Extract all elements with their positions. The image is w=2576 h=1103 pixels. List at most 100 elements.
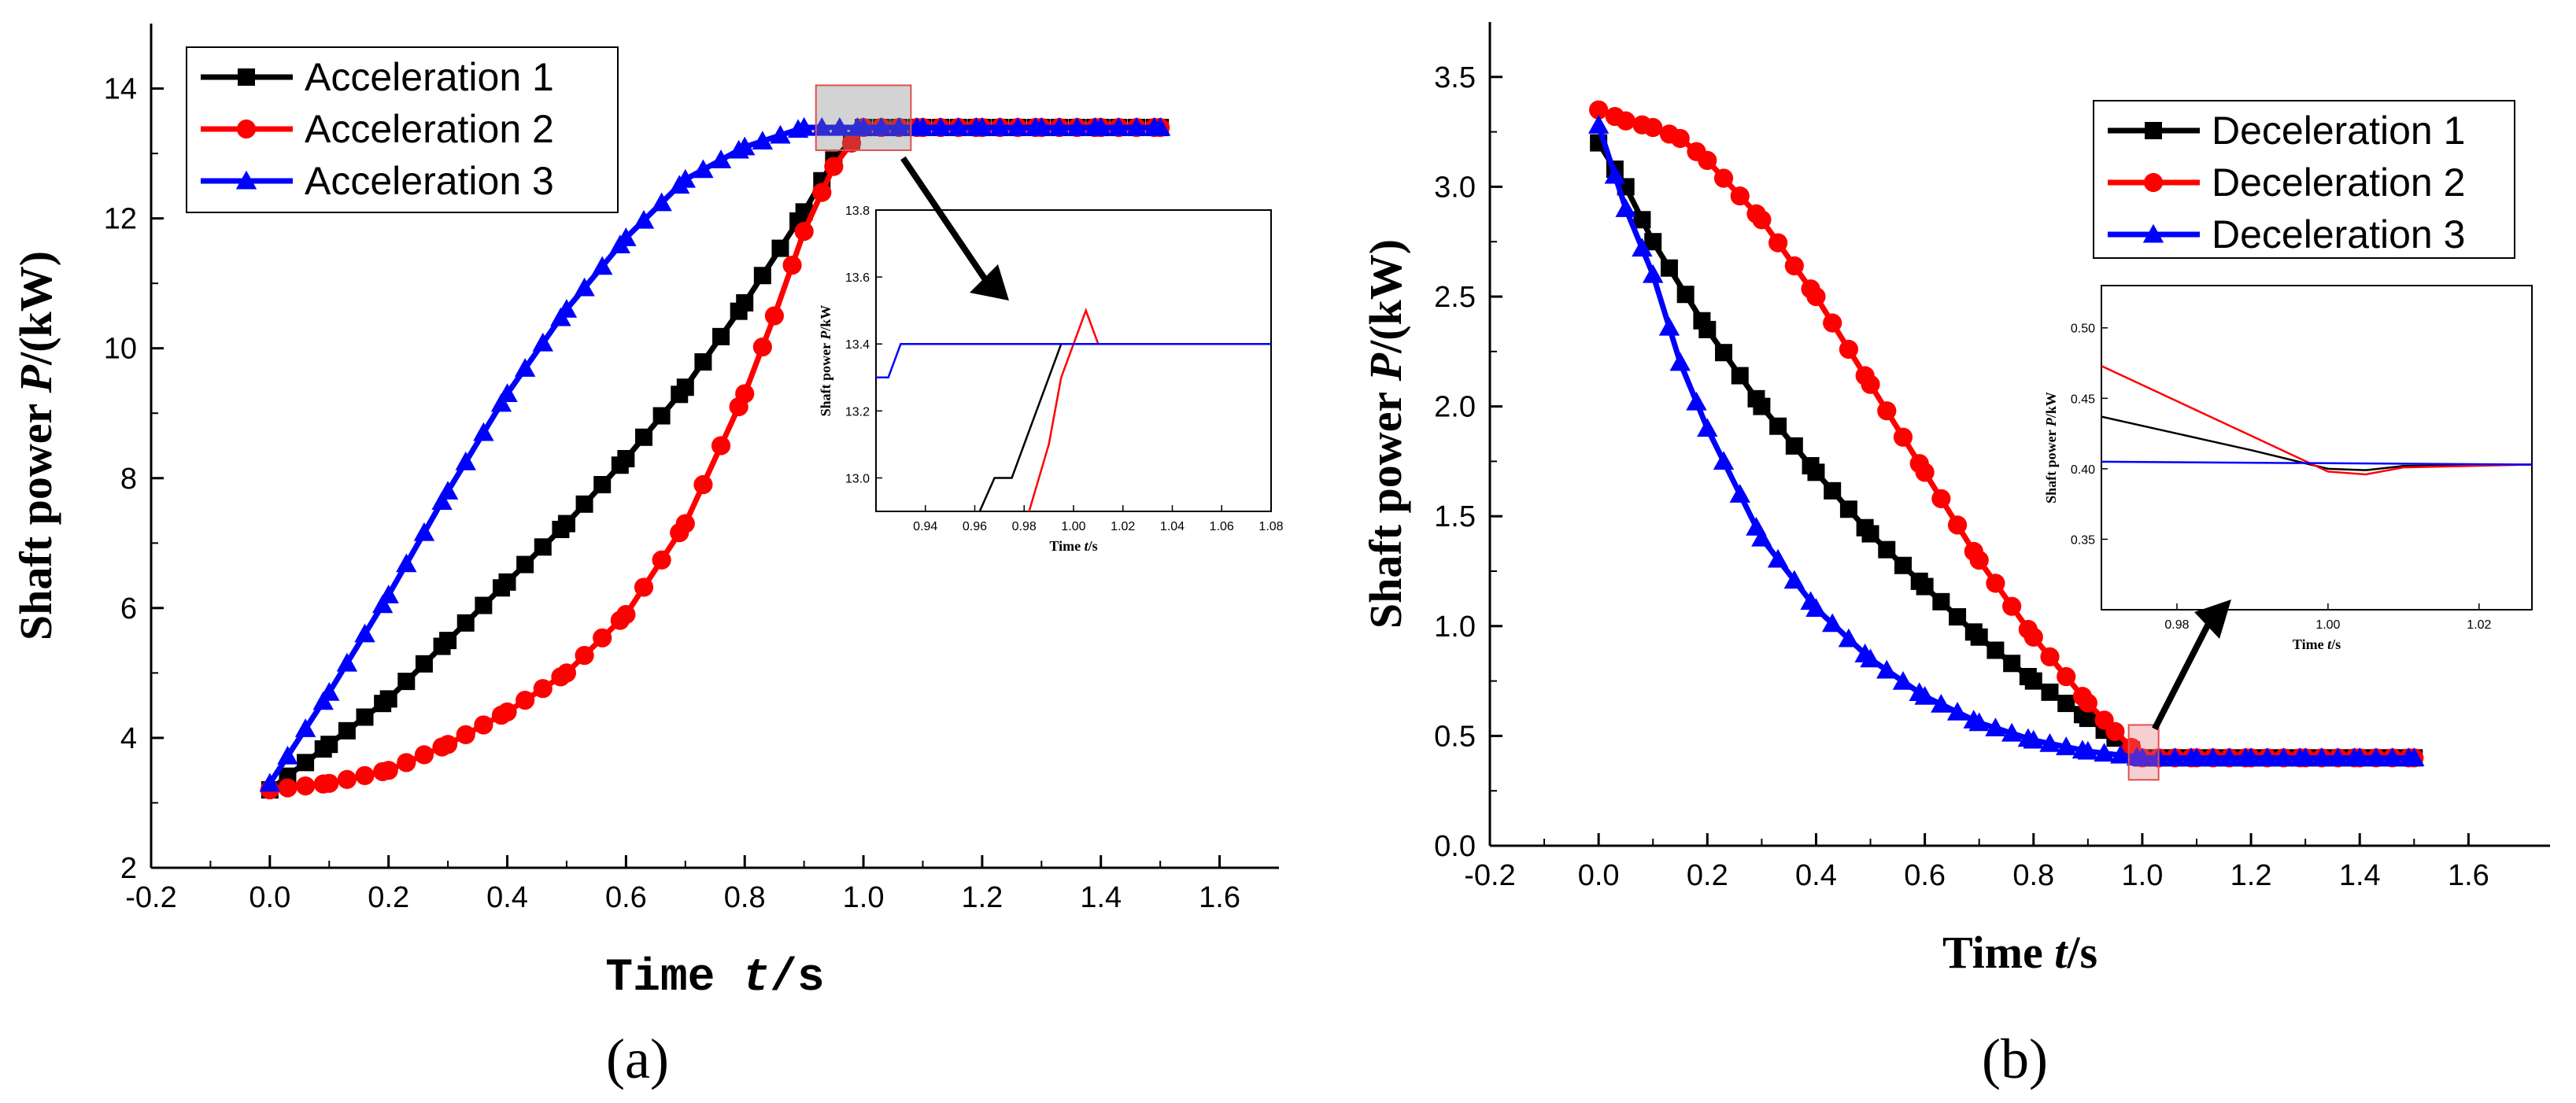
- data-point: [2040, 647, 2060, 666]
- data-point: [711, 436, 731, 456]
- data-point: [1698, 320, 1717, 338]
- legend-label: Acceleration 2: [305, 107, 554, 151]
- x-tick-label: 0.6: [605, 881, 647, 914]
- data-point: [1821, 613, 1843, 633]
- y-tick-label: 2.5: [1434, 281, 1476, 314]
- inset-x-tick-label: 1.00: [1061, 520, 1085, 533]
- data-point: [1892, 670, 1914, 690]
- x-tick-label: 1.0: [843, 881, 885, 914]
- data-point: [2110, 744, 2131, 764]
- data-point: [397, 673, 416, 691]
- data-point: [498, 573, 516, 591]
- data-point: [1767, 548, 1789, 568]
- data-point: [1932, 592, 1950, 611]
- inset-x-tick-label: 1.00: [2315, 618, 2340, 632]
- data-point: [870, 116, 892, 136]
- data-point: [1768, 233, 1788, 253]
- data-point: [1860, 648, 1881, 668]
- data-point: [948, 116, 969, 136]
- y-tick-label: 1.0: [1434, 611, 1476, 644]
- data-point: [812, 183, 832, 202]
- data-point: [455, 451, 476, 470]
- data-point: [1713, 168, 1734, 188]
- data-point: [2186, 747, 2208, 766]
- data-point: [1125, 116, 1148, 136]
- legend-marker: [235, 170, 257, 190]
- data-point: [693, 159, 714, 179]
- data-point: [752, 131, 774, 149]
- inset-series-line: [2101, 415, 2532, 471]
- x-tick-label: 1.6: [2448, 859, 2489, 892]
- data-point: [829, 116, 851, 136]
- data-point: [1947, 515, 1968, 535]
- data-point: [439, 632, 457, 650]
- inset-y-tick-label: 13.6: [845, 271, 870, 285]
- inset-y-tick-label: 13.2: [845, 405, 870, 419]
- data-point: [989, 116, 1011, 136]
- inset-series-line: [876, 342, 1271, 379]
- data-point: [1698, 150, 1717, 170]
- data-point: [764, 306, 785, 326]
- data-point: [2024, 672, 2042, 690]
- y-tick-label: 12: [104, 203, 137, 236]
- x-tick-label: 0.0: [249, 881, 290, 914]
- data-point: [456, 725, 475, 744]
- series-deceleration-3: [1587, 115, 2425, 766]
- data-point: [1970, 628, 1988, 646]
- data-point: [1824, 481, 1842, 500]
- data-point: [1753, 397, 1771, 415]
- data-point: [1946, 702, 1968, 721]
- legend-label: Acceleration 3: [305, 159, 554, 203]
- x-tick-label: 0.2: [1687, 859, 1728, 892]
- data-point: [736, 293, 754, 312]
- data-point: [793, 116, 815, 136]
- data-point: [437, 481, 459, 500]
- data-point: [2273, 747, 2294, 766]
- data-point: [1730, 186, 1750, 206]
- legend: Deceleration 1 Deceleration 2 Deceleration…: [2093, 100, 2515, 259]
- data-point: [1839, 339, 1859, 360]
- x-tick-label: 1.0: [2122, 859, 2164, 892]
- data-point: [556, 298, 578, 318]
- inset-x-tick-label: 1.06: [1210, 520, 1234, 533]
- y-tick-label: 3.5: [1434, 61, 1476, 94]
- data-point: [1669, 352, 1691, 371]
- data-point: [1149, 116, 1171, 136]
- inset-x-tick-label: 0.96: [963, 520, 987, 533]
- inset-series-line: [2101, 364, 2532, 476]
- data-point: [735, 384, 755, 404]
- data-point: [1713, 451, 1735, 470]
- inset-frame: [2101, 285, 2533, 611]
- data-point: [1861, 525, 1879, 543]
- data-point: [593, 476, 612, 494]
- data-point: [474, 715, 493, 735]
- data-point: [371, 594, 394, 614]
- data-point: [2041, 683, 2059, 701]
- data-point: [1877, 401, 1897, 421]
- data-point: [1731, 367, 1749, 385]
- inset-y-tick-label: 0.35: [2071, 533, 2095, 547]
- data-point: [556, 663, 577, 683]
- data-point: [1048, 116, 1070, 136]
- y-tick-label: 10: [104, 333, 137, 366]
- y-tick-label: 8: [120, 463, 137, 496]
- data-point: [652, 550, 671, 570]
- y-tick-label: 0.5: [1434, 720, 1476, 753]
- data-point: [753, 267, 771, 285]
- data-point: [1949, 608, 1967, 626]
- data-point: [396, 553, 417, 573]
- data-point: [534, 538, 552, 556]
- data-point: [1658, 316, 1680, 336]
- x-tick-label: -0.2: [125, 881, 176, 914]
- data-point: [475, 596, 493, 614]
- x-tick-label: 1.6: [1199, 881, 1240, 914]
- zoom-arrow-head: [2194, 599, 2231, 639]
- data-point: [710, 149, 732, 168]
- legend-label: Deceleration 3: [2212, 212, 2465, 256]
- data-point: [2327, 747, 2349, 766]
- data-point: [1986, 574, 2005, 593]
- data-point: [295, 776, 316, 796]
- data-point: [1589, 100, 1609, 120]
- data-point: [337, 769, 357, 789]
- data-point: [1968, 712, 1990, 732]
